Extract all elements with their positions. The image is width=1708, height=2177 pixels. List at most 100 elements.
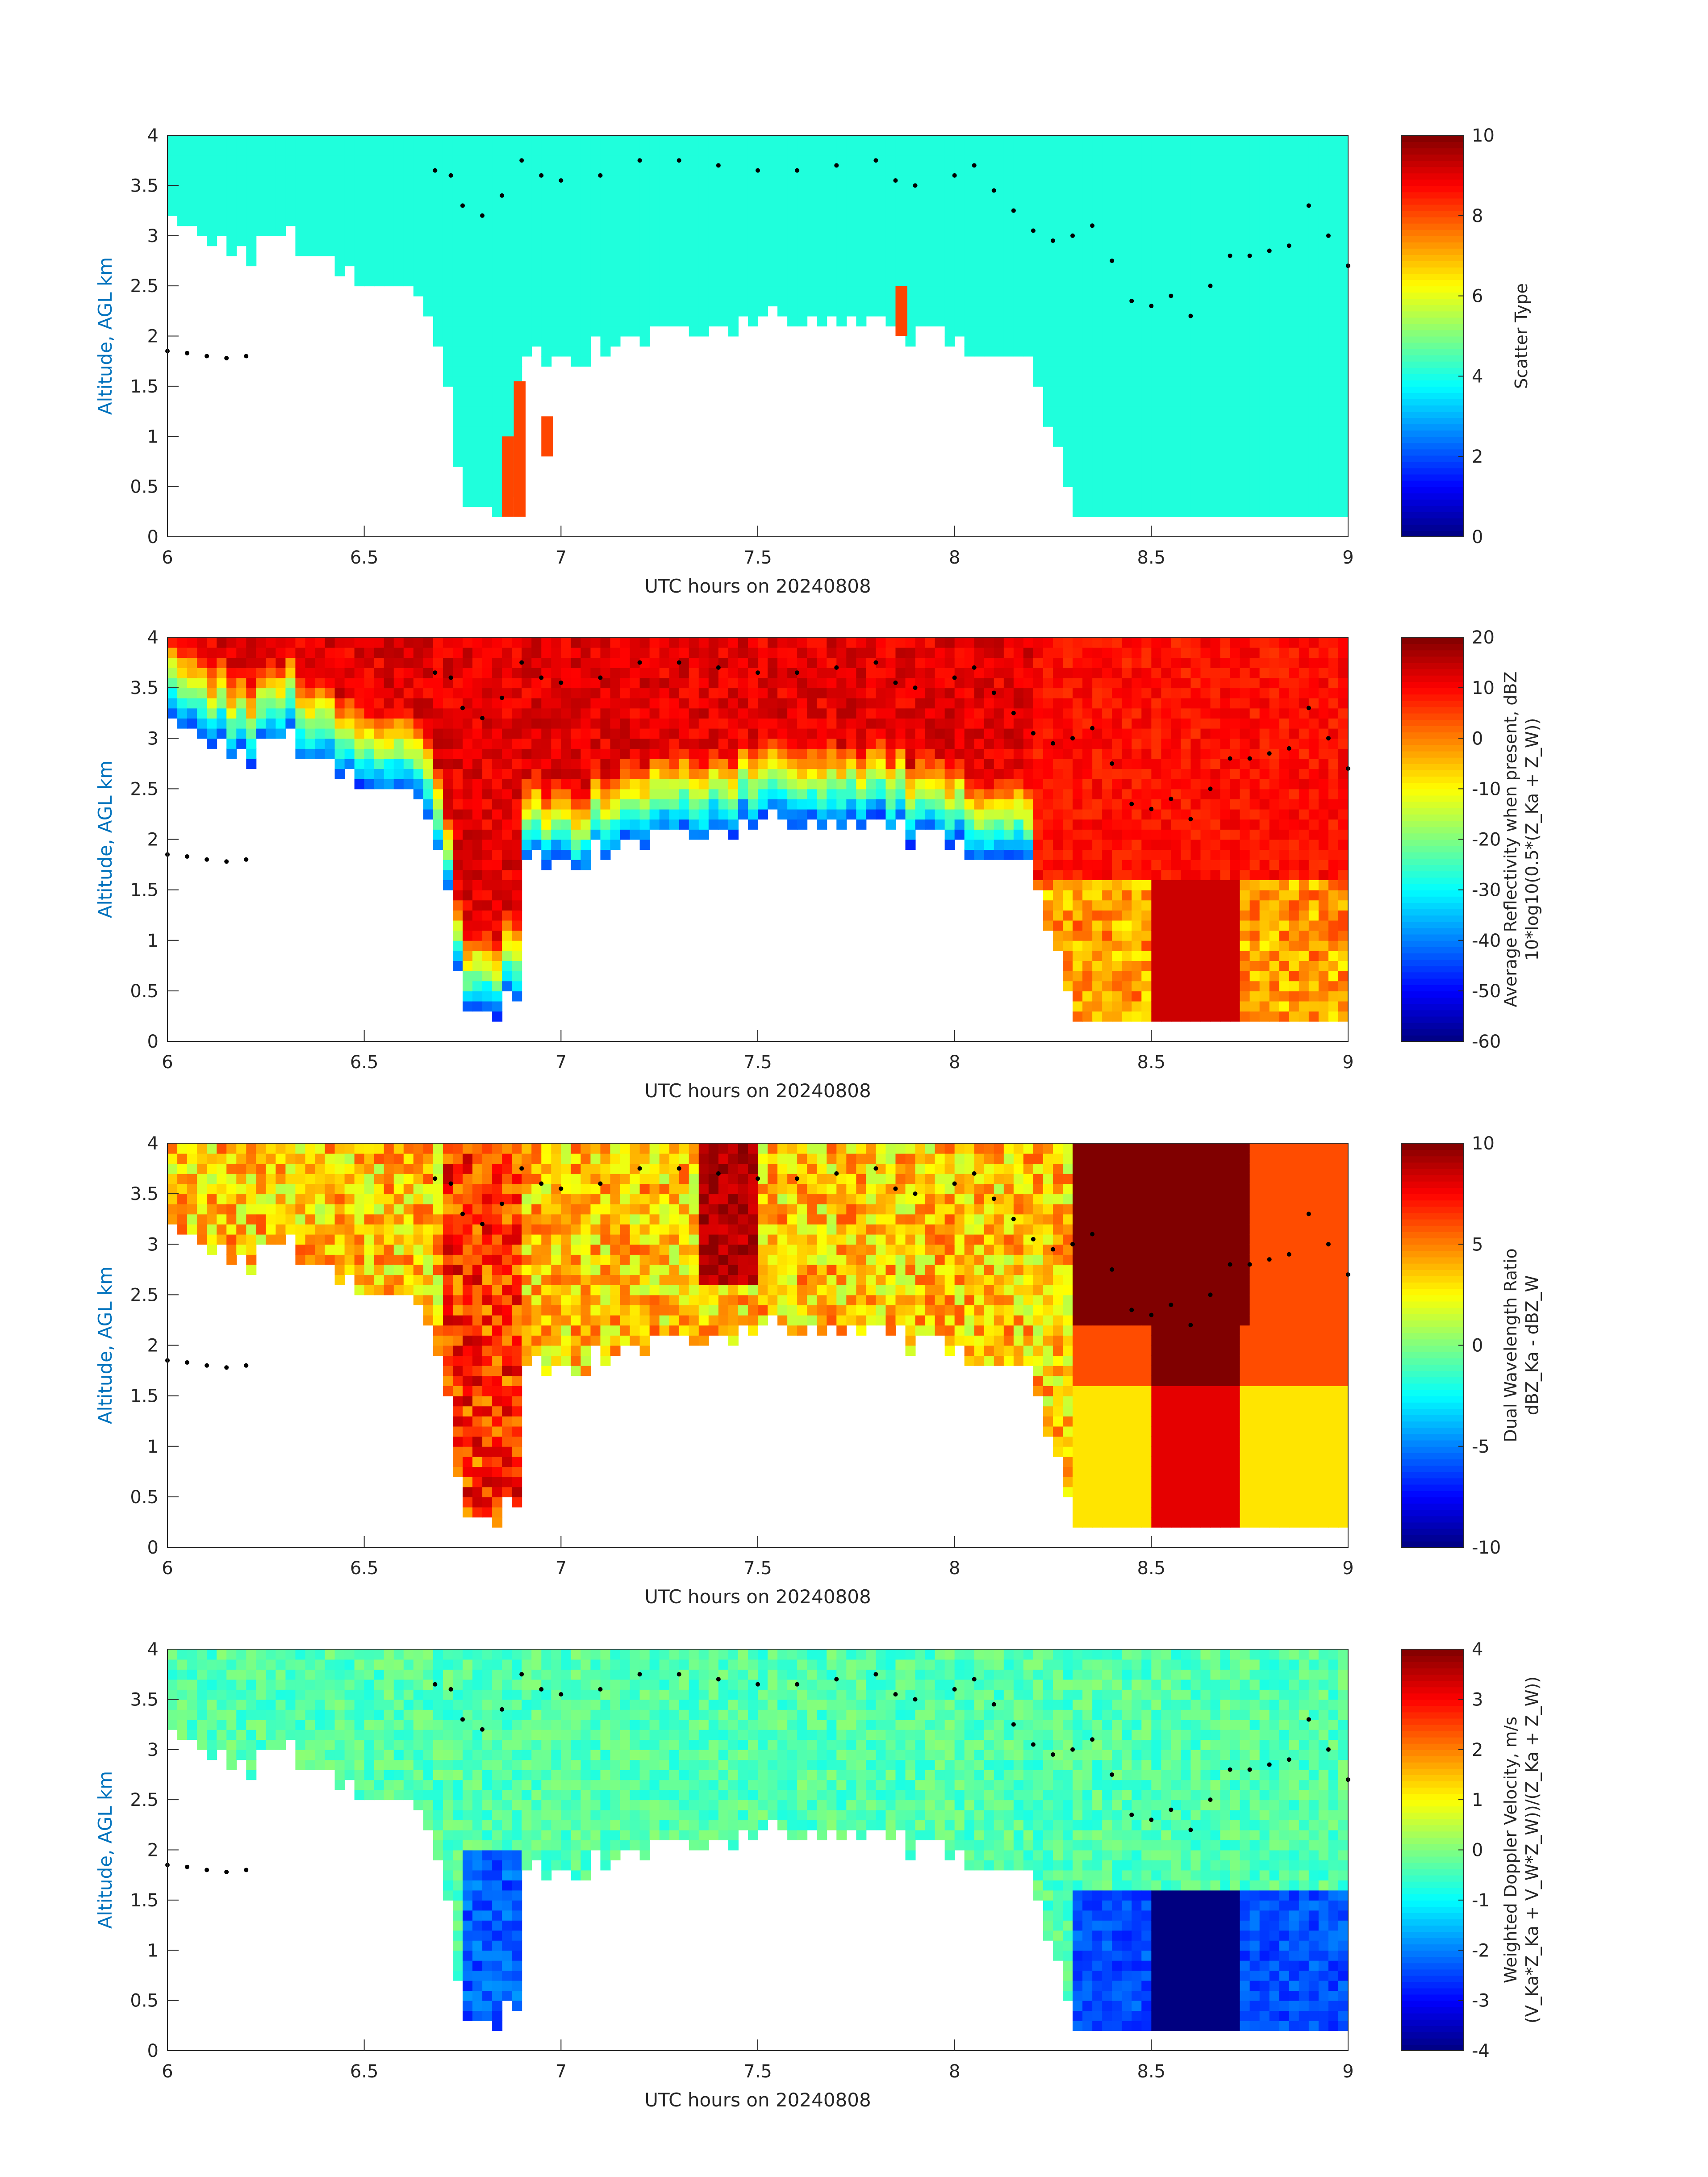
heatmap-cell	[659, 819, 670, 830]
heatmap-cell	[836, 718, 847, 729]
heatmap-cell	[1181, 386, 1191, 397]
heatmap-cell	[708, 657, 719, 668]
heatmap-cell	[610, 657, 621, 668]
heatmap-cell	[1308, 366, 1319, 377]
heatmap-cell	[669, 758, 680, 769]
heatmap-cell	[649, 708, 660, 719]
heatmap-cell	[1112, 880, 1123, 890]
heatmap-cell	[925, 165, 935, 176]
heatmap-cell	[1259, 155, 1270, 166]
heatmap-cell	[1063, 195, 1073, 206]
heatmap-cell	[1063, 336, 1073, 347]
heatmap-cell	[492, 1011, 503, 1022]
heatmap-cell	[1073, 990, 1083, 1002]
heatmap-cell	[620, 718, 631, 729]
heatmap-cell	[522, 235, 532, 247]
heatmap-cell	[669, 657, 680, 668]
heatmap-cell	[1249, 226, 1260, 236]
heatmap-cell	[1003, 296, 1014, 307]
heatmap-cell	[905, 296, 916, 307]
colorbar-swatch	[1401, 468, 1464, 475]
heatmap-cell	[807, 769, 818, 779]
heatmap-cell	[1308, 195, 1319, 206]
heatmap-cell	[630, 155, 640, 166]
heatmap-cell	[984, 346, 994, 357]
heatmap-cell	[935, 205, 945, 216]
heatmap-cell	[354, 748, 365, 759]
heatmap-cell	[787, 255, 798, 267]
heatmap-cell	[866, 738, 877, 749]
heatmap-cell	[1112, 819, 1123, 830]
heatmap-cell	[925, 135, 935, 146]
heatmap-cell	[797, 647, 808, 658]
heatmap-cell	[994, 336, 1004, 347]
heatmap-cell	[649, 235, 660, 247]
heatmap-cell	[1082, 346, 1093, 357]
heatmap-cell	[1023, 205, 1034, 216]
heatmap-cell	[738, 165, 748, 176]
heatmap-cell	[423, 165, 434, 176]
heatmap-cell	[1308, 456, 1319, 467]
heatmap-cell	[1230, 195, 1240, 206]
heatmap-cell	[551, 185, 562, 196]
heatmap-cell	[915, 708, 926, 719]
heatmap-cell	[1092, 497, 1103, 507]
heatmap-cell	[452, 728, 463, 739]
heatmap-cell	[846, 769, 857, 779]
heatmap-cell	[1308, 175, 1319, 186]
heatmap-cell	[984, 688, 994, 698]
heatmap-cell	[492, 910, 503, 921]
heatmap-cell	[1240, 497, 1250, 507]
heatmap-cell	[1328, 306, 1339, 317]
y-tick-label: 1.5	[130, 376, 159, 397]
heatmap-cell	[649, 769, 660, 779]
heatmap-cell	[1053, 839, 1064, 850]
heatmap-cell	[393, 778, 404, 790]
heatmap-cell	[728, 135, 739, 146]
heatmap-cell	[285, 195, 296, 206]
heatmap-cell	[1299, 376, 1309, 387]
heatmap-cell	[994, 226, 1004, 236]
heatmap-cell	[167, 145, 178, 156]
heatmap-cell	[1122, 406, 1132, 417]
heatmap-cell	[777, 155, 788, 166]
heatmap-cell	[768, 799, 778, 810]
heatmap-cell	[817, 778, 827, 790]
heatmap-cell	[620, 637, 631, 648]
heatmap-cell	[974, 205, 985, 216]
heatmap-cell	[1112, 708, 1123, 719]
heatmap-cell	[758, 809, 768, 820]
heatmap-cell	[1210, 276, 1221, 287]
heatmap-cell	[315, 226, 326, 236]
heatmap-cell	[984, 829, 994, 840]
heatmap-cell	[452, 698, 463, 709]
heatmap-cell	[1063, 708, 1073, 719]
dot-marker	[448, 173, 453, 178]
heatmap-cell	[492, 205, 503, 216]
heatmap-cell	[1230, 476, 1240, 487]
heatmap-cell	[315, 708, 326, 719]
heatmap-cell	[679, 266, 689, 276]
heatmap-cell	[1132, 266, 1142, 276]
heatmap-cell	[492, 266, 503, 276]
heatmap-cell	[1240, 175, 1250, 186]
heatmap-cell	[334, 185, 345, 196]
heatmap-cell	[1112, 175, 1123, 186]
heatmap-cell	[935, 637, 945, 648]
heatmap-cell	[1230, 215, 1240, 226]
heatmap-cell	[1299, 215, 1309, 226]
heatmap-cell	[1063, 286, 1073, 297]
heatmap-cell	[482, 890, 493, 901]
heatmap-cell	[433, 769, 443, 779]
y-tick-label: 2.5	[130, 276, 159, 297]
heatmap-cell	[1318, 416, 1329, 427]
colorbar-swatch	[1401, 424, 1464, 431]
heatmap-cell	[1240, 436, 1250, 447]
heatmap-cell	[1013, 336, 1024, 347]
heatmap-cell	[512, 970, 522, 982]
heatmap-cell	[1230, 406, 1240, 417]
heatmap-cell	[452, 809, 463, 820]
heatmap-cell	[551, 246, 562, 256]
heatmap-cell	[354, 698, 365, 709]
heatmap-cell	[669, 215, 680, 226]
